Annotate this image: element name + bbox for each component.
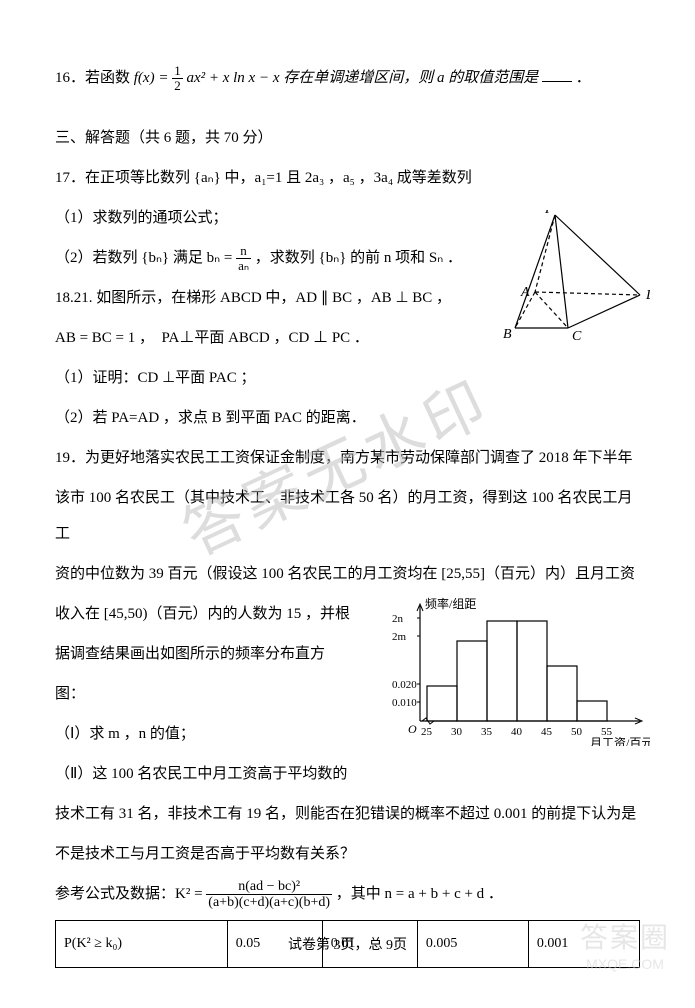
q19-l4c: 图：: [55, 676, 355, 712]
q17-l1: 17．在正项等比数列 {aₙ} 中，a₁=1 且 2a₃ ，a₅ ，3a₄ 成等…: [55, 160, 640, 196]
q17-l3b: ，求数列 {bₙ} 的前 n 项和 Sₙ ．: [255, 250, 462, 266]
svg-text:P: P: [544, 210, 554, 217]
svg-text:50: 50: [571, 726, 583, 738]
formula-tail: ，其中 n = a + b + c + d ．: [336, 886, 503, 902]
q18-l1: 18.21. 如图所示，在梯形 ABCD 中，AD ∥ BC ，AB ⊥ BC …: [55, 280, 455, 316]
frac-num: 1: [172, 64, 183, 79]
q19-l2: 该市 100 名农民工（其中技术工、非技术工各 50 名）的月工资，得到这 10…: [55, 480, 640, 552]
svg-text:40: 40: [511, 726, 523, 738]
svg-text:0.020: 0.020: [392, 679, 417, 691]
q19-l5: （Ⅰ）求 m ，n 的值；: [55, 716, 355, 752]
frac-num: n: [236, 244, 251, 259]
q19-l8: 不是技术工与月工资是否高于平均数有关系？: [55, 836, 640, 872]
q17-q18-block: （2）若数列 {bₙ} 满足 bₙ = n aₙ ，求数列 {bₙ} 的前 n …: [55, 240, 640, 436]
q19-l7: 技术工有 31 名，非技术工有 19 名，则能否在犯错误的概率不超过 0.001…: [55, 796, 640, 832]
svg-text:月工资/百元: 月工资/百元: [590, 736, 650, 746]
frac-den: 2: [172, 79, 183, 93]
svg-text:30: 30: [451, 726, 463, 738]
svg-text:频率/组距: 频率/组距: [425, 596, 476, 611]
q19-l6: （Ⅱ）这 100 名农民工中月工资高于平均数的: [55, 756, 355, 792]
svg-text:2n: 2n: [392, 613, 404, 625]
formula-label: 参考公式及数据：K² =: [55, 886, 206, 902]
k2-den: (a+b)(c+d)(a+c)(b+d): [206, 895, 332, 910]
frac-den: aₙ: [236, 259, 251, 273]
histogram-figure: 频率/组距2n2m0.0200.01025303540455055O月工资/百元: [390, 596, 650, 746]
section3-heading: 三、解答题（共 6 题，共 70 分）: [55, 120, 640, 156]
pyramid-figure: P A B C D: [480, 210, 650, 350]
q16-suffix: ．: [576, 70, 591, 86]
svg-text:2m: 2m: [392, 631, 407, 643]
page-content: 16．若函数 f(x) = 1 2 ax² + x ln x − x 存在单调递…: [0, 0, 695, 1008]
q19-l3: 资的中位数为 39 百元（假设这 100 名农民工的月工资均在 [25,55]（…: [55, 556, 640, 592]
svg-text:A: A: [520, 285, 530, 300]
k2-num: n(ad − bc)²: [206, 879, 332, 895]
q18-l3: （1）证明：CD ⊥平面 PAC ；: [55, 360, 640, 396]
svg-text:D: D: [645, 288, 650, 303]
q19-formula: 参考公式及数据：K² = n(ad − bc)² (a+b)(c+d)(a+c)…: [55, 876, 640, 912]
svg-text:0.010: 0.010: [392, 697, 417, 709]
q16-rest: ax² + x ln x − x 存在单调递增区间，则 a 的取值范围是: [186, 70, 538, 86]
q19-fig-block: 收入在 [45,50)（百元）内的人数为 15 ，并根 据调查结果画出如图所示的…: [55, 596, 640, 792]
q16-frac: 1 2: [172, 64, 183, 94]
svg-text:25: 25: [421, 726, 433, 738]
logo-big: 答案圈: [565, 916, 685, 956]
q16: 16．若函数 f(x) = 1 2 ax² + x ln x − x 存在单调递…: [55, 60, 640, 96]
blank-fill: [542, 68, 572, 82]
k2-frac: n(ad − bc)² (a+b)(c+d)(a+c)(b+d): [206, 879, 332, 911]
q18-l2: AB = BC = 1 ， PA⊥平面 ABCD ，CD ⊥ PC ．: [55, 320, 455, 356]
svg-text:C: C: [572, 329, 582, 344]
svg-text:35: 35: [481, 726, 493, 738]
q17-l3a: （2）若数列 {bₙ} 满足 bₙ =: [55, 250, 236, 266]
q17-frac: n aₙ: [236, 244, 251, 274]
q16-func: f(x) =: [134, 70, 172, 86]
svg-text:45: 45: [541, 726, 553, 738]
q19-l4b: 据调查结果画出如图所示的频率分布直方: [55, 636, 355, 672]
logo-small: MXQE.COM: [565, 956, 685, 972]
corner-logo: 答案圈 MXQE.COM: [565, 916, 685, 972]
q18-l4: （2）若 PA=AD ，求点 B 到平面 PAC 的距离．: [55, 400, 640, 436]
q19-l1: 19．为更好地落实农民工工资保证金制度，南方某市劳动保障部门调查了 2018 年…: [55, 440, 640, 476]
svg-text:B: B: [503, 327, 512, 342]
q19-l4a: 收入在 [45,50)（百元）内的人数为 15 ，并根: [55, 596, 355, 632]
svg-text:O: O: [408, 722, 417, 736]
q16-prefix: 16．若函数: [55, 70, 134, 86]
